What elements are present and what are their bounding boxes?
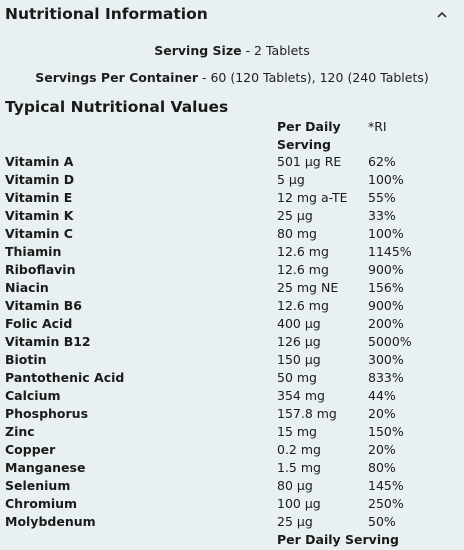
nutrient-ri: 145% xyxy=(368,478,404,493)
nutrient-amount: 126 µg xyxy=(277,334,321,349)
nutrient-ri: 100% xyxy=(368,226,404,241)
nutrient-name: Biotin xyxy=(5,352,47,367)
table-row: Vitamin B12 126 µg 5000% xyxy=(0,333,464,351)
nutrient-name: Phosphorus xyxy=(5,406,89,421)
nutrient-ri: 300% xyxy=(368,352,404,367)
nutrient-amount: 15 mg xyxy=(277,424,317,439)
nutrient-ri: 900% xyxy=(368,262,404,277)
nutrient-name: Vitamin E xyxy=(5,190,73,205)
nutrient-ri: 100% xyxy=(368,172,404,187)
table-row: Phosphorus 157.8 mg 20% xyxy=(0,405,464,423)
nutrient-amount: 354 mg xyxy=(277,388,325,403)
nutrient-name: Pantothenic Acid xyxy=(5,370,125,385)
table-row: Vitamin B6 12.6 mg 900% xyxy=(0,297,464,315)
nutrient-name: Thiamin xyxy=(5,244,62,259)
column-header-per-daily-serving: Per Daily Serving xyxy=(277,119,341,152)
servings-per-container: Servings Per Container - 60 (120 Tablets… xyxy=(0,70,464,85)
nutrition-accordion-header[interactable]: Nutritional Information xyxy=(0,0,464,32)
nutrient-amount: 25 mg NE xyxy=(277,280,339,295)
column-header-ri: *RI xyxy=(368,119,387,134)
nutrient-amount: 400 µg xyxy=(277,316,321,331)
nutrient-amount: 157.8 mg xyxy=(277,406,337,421)
nutrient-name: Selenium xyxy=(5,478,71,493)
servings-per-container-label: Servings Per Container xyxy=(35,70,198,85)
nutrient-ri: 44% xyxy=(368,388,396,403)
footer-per-daily-serving: Per Daily Serving xyxy=(277,532,399,547)
nutrient-amount: 150 µg xyxy=(277,352,321,367)
nutrient-name: Zinc xyxy=(5,424,35,439)
nutrient-ri: 200% xyxy=(368,316,404,331)
table-row: Zinc 15 mg 150% xyxy=(0,423,464,441)
section-title: Typical Nutritional Values xyxy=(5,98,229,116)
serving-size-label: Serving Size xyxy=(154,43,242,58)
chevron-up-icon[interactable] xyxy=(435,8,449,22)
nutrient-ri: 900% xyxy=(368,298,404,313)
table-row: Vitamin C 80 mg 100% xyxy=(0,225,464,243)
nutrient-ri: 156% xyxy=(368,280,404,295)
nutrient-ri: 150% xyxy=(368,424,404,439)
nutrient-ri: 5000% xyxy=(368,334,412,349)
nutrient-amount: 80 µg xyxy=(277,478,313,493)
nutrient-name: Manganese xyxy=(5,460,86,475)
table-row: Chromium 100 µg 250% xyxy=(0,495,464,513)
nutrient-amount: 25 µg xyxy=(277,514,313,529)
nutrient-name: Copper xyxy=(5,442,56,457)
nutrient-name: Niacin xyxy=(5,280,49,295)
table-row: Selenium 80 µg 145% xyxy=(0,477,464,495)
nutrient-amount: 12.6 mg xyxy=(277,262,329,277)
nutrient-amount: 12.6 mg xyxy=(277,244,329,259)
table-row: Vitamin D 5 µg 100% xyxy=(0,171,464,189)
nutrient-name: Vitamin D xyxy=(5,172,75,187)
table-row: Niacin 25 mg NE 156% xyxy=(0,279,464,297)
nutrient-ri: 20% xyxy=(368,406,396,421)
nutrient-name: Molybdenum xyxy=(5,514,96,529)
table-row: Copper 0.2 mg 20% xyxy=(0,441,464,459)
nutrient-amount: 100 µg xyxy=(277,496,321,511)
nutrient-amount: 501 µg RE xyxy=(277,154,342,169)
table-row: Calcium 354 mg 44% xyxy=(0,387,464,405)
nutrient-name: Vitamin C xyxy=(5,226,73,241)
nutrient-ri: 55% xyxy=(368,190,396,205)
servings-per-container-value: - 60 (120 Tablets), 120 (240 Tablets) xyxy=(198,70,429,85)
nutrient-ri: 80% xyxy=(368,460,396,475)
nutrient-amount: 50 mg xyxy=(277,370,317,385)
table-row: Vitamin A 501 µg RE 62% xyxy=(0,153,464,171)
table-row: Pantothenic Acid 50 mg 833% xyxy=(0,369,464,387)
nutrient-amount: 5 µg xyxy=(277,172,305,187)
serving-size-value: - 2 Tablets xyxy=(241,43,310,58)
nutrient-amount: 0.2 mg xyxy=(277,442,321,457)
nutrient-amount: 80 mg xyxy=(277,226,317,241)
table-row: Riboflavin 12.6 mg 900% xyxy=(0,261,464,279)
nutrient-ri: 33% xyxy=(368,208,396,223)
nutrient-ri: 62% xyxy=(368,154,396,169)
nutrient-ri: 250% xyxy=(368,496,404,511)
nutrient-amount: 12 mg a-TE xyxy=(277,190,348,205)
table-row: Folic Acid 400 µg 200% xyxy=(0,315,464,333)
nutrient-amount: 25 µg xyxy=(277,208,313,223)
nutrient-name: Vitamin A xyxy=(5,154,74,169)
nutrient-name: Chromium xyxy=(5,496,78,511)
nutrient-ri: 1145% xyxy=(368,244,412,259)
nutrient-name: Vitamin K xyxy=(5,208,74,223)
nutrient-name: Folic Acid xyxy=(5,316,73,331)
nutrient-name: Vitamin B6 xyxy=(5,298,82,313)
nutrient-ri: 20% xyxy=(368,442,396,457)
accordion-title: Nutritional Information xyxy=(5,5,208,23)
table-row: Vitamin E 12 mg a-TE 55% xyxy=(0,189,464,207)
table-row: Manganese 1.5 mg 80% xyxy=(0,459,464,477)
nutrient-amount: 1.5 mg xyxy=(277,460,321,475)
nutrient-ri: 50% xyxy=(368,514,396,529)
nutrient-name: Calcium xyxy=(5,388,61,403)
nutrient-ri: 833% xyxy=(368,370,404,385)
nutrient-name: Vitamin B12 xyxy=(5,334,91,349)
nutrient-name: Riboflavin xyxy=(5,262,76,277)
table-row: Biotin 150 µg 300% xyxy=(0,351,464,369)
table-row: Vitamin K 25 µg 33% xyxy=(0,207,464,225)
serving-size: Serving Size - 2 Tablets xyxy=(0,43,464,58)
table-row: Thiamin 12.6 mg 1145% xyxy=(0,243,464,261)
nutrient-amount: 12.6 mg xyxy=(277,298,329,313)
table-row: Molybdenum 25 µg 50% xyxy=(0,513,464,531)
